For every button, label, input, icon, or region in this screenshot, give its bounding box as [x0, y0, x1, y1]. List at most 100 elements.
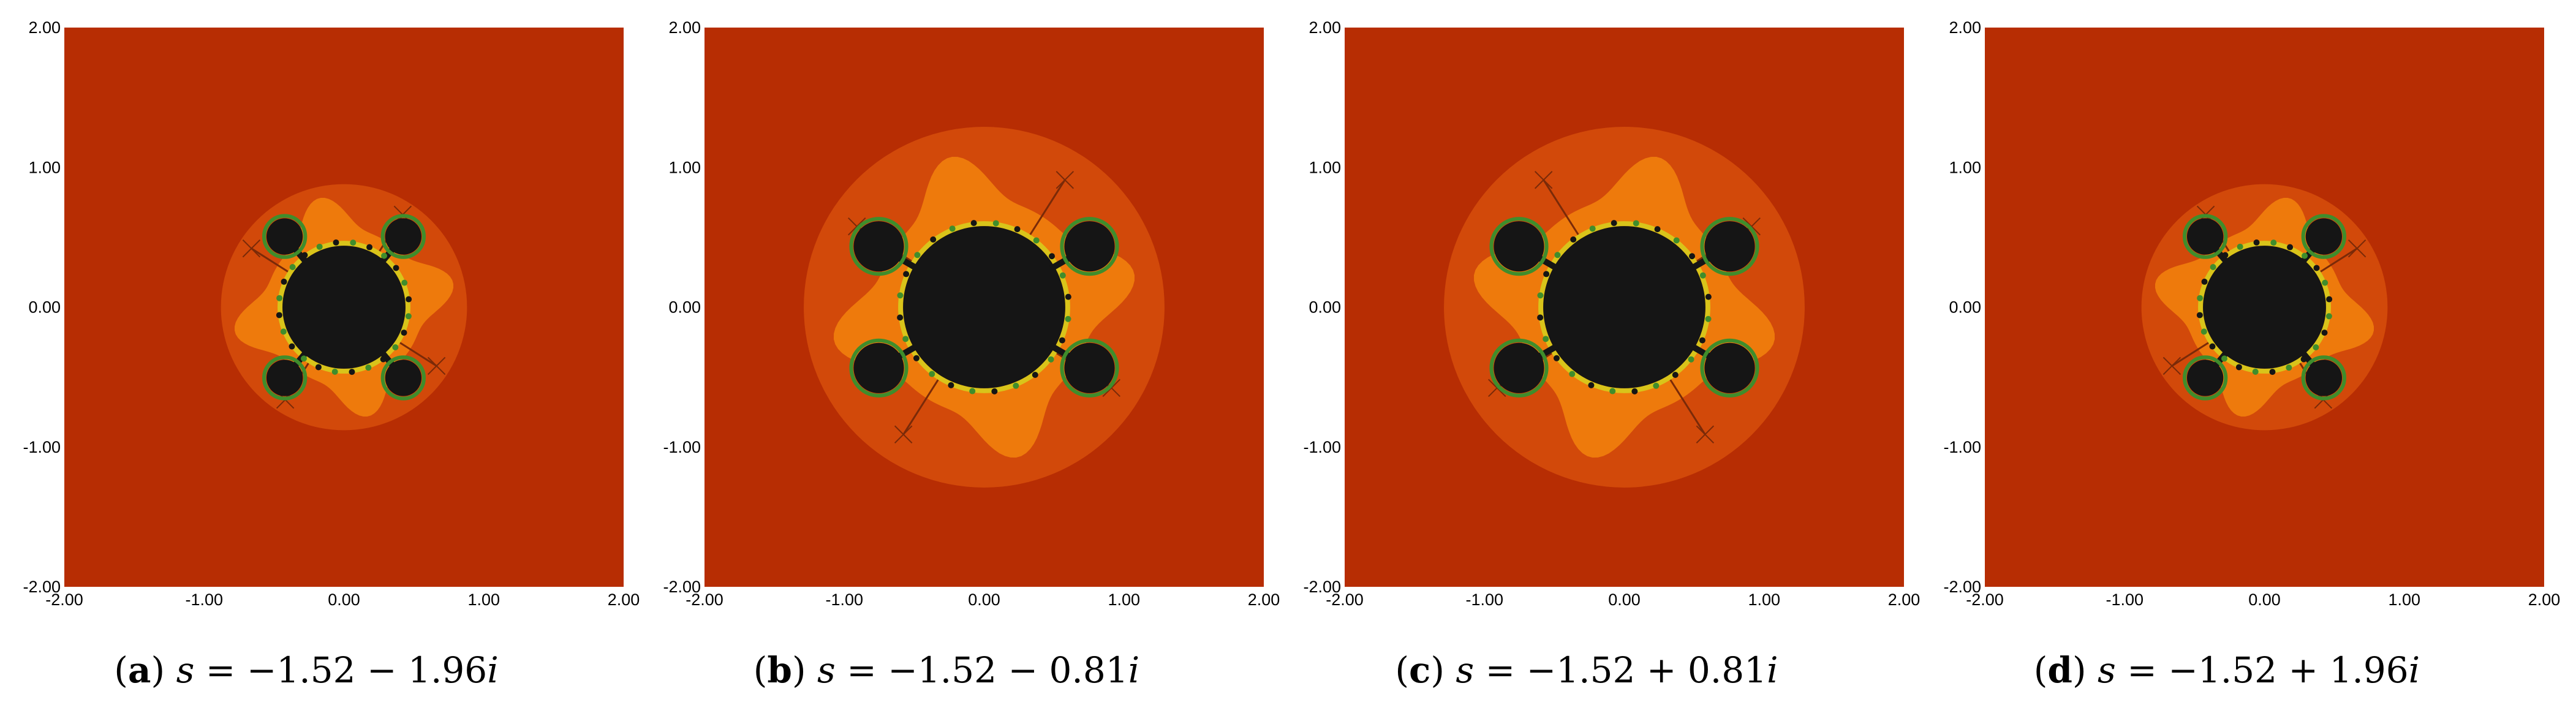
secondary-bulb: [2305, 360, 2343, 396]
mini-bulb: [2209, 343, 2216, 350]
filament-cross: [1056, 171, 1075, 189]
mini-bulb: [2237, 243, 2243, 250]
mini-bulb: [1705, 315, 1712, 322]
caption-letter: c: [1409, 649, 1431, 691]
mini-bulb: [2197, 295, 2204, 301]
x-tick-label: 1.00: [1748, 590, 1780, 609]
mini-bulb: [405, 313, 412, 320]
mini-bulb: [2221, 355, 2227, 362]
mini-bulb: [1065, 315, 1071, 322]
x-tick-label: 1.00: [2388, 590, 2420, 609]
mini-bulb: [1032, 372, 1038, 379]
mini-bulb: [1033, 237, 1040, 244]
caption-real-part: −1.52: [1526, 649, 1636, 691]
caption-imag-value: 1.96: [408, 649, 488, 691]
y-tick-label: -2.00: [1943, 578, 1981, 596]
filament-cross: [2162, 356, 2181, 375]
mini-bulb: [1014, 226, 1021, 233]
y-tick-label: 1.00: [28, 158, 61, 176]
mini-bulb: [2235, 364, 2242, 371]
y-tick-label: 0.00: [1949, 298, 1981, 317]
main-bulb: [1543, 226, 1705, 388]
filament-cross: [427, 356, 446, 375]
caption-variable: s: [2098, 649, 2116, 691]
set-boundary-glow: [278, 241, 410, 374]
fractal-plot: -2.00 -1.00 0.00 1.00 2.00 2.00 1.00 0.00 -1.00 -…: [663, 18, 1280, 609]
mini-bulb: [969, 388, 976, 394]
mini-bulb: [1013, 382, 1019, 389]
caption-operator: −: [367, 649, 397, 691]
mini-bulb: [1537, 292, 1544, 299]
mini-bulb: [903, 271, 910, 277]
mini-bulb: [315, 364, 322, 371]
mini-bulb: [350, 240, 357, 246]
mini-bulb: [991, 388, 998, 394]
mini-bulb: [380, 356, 387, 363]
secondary-bulb: [1064, 342, 1115, 393]
mini-bulb: [2196, 312, 2203, 319]
x-tick-label: 0.00: [1608, 590, 1641, 609]
mini-bulb: [1065, 293, 1071, 300]
x-tick-label: 1.00: [467, 590, 500, 609]
subfigure-caption: (c) s = −1.52 + 0.81i: [1395, 649, 1778, 691]
subfigure-c: -2.00 -1.00 0.00 1.00 2.00 2.00 1.00 0.00 -1.00 -…: [1280, 0, 1920, 713]
mini-bulb: [401, 330, 407, 336]
mini-bulb: [2270, 240, 2277, 246]
mini-bulb: [393, 265, 399, 271]
secondary-bulb: [853, 221, 904, 272]
filament-cross: [2347, 239, 2366, 258]
x-tick-label: -2.00: [1966, 590, 2004, 609]
mini-bulb: [1688, 356, 1694, 363]
mini-bulb: [349, 369, 355, 375]
x-tick-label: 2.00: [1888, 590, 1921, 609]
mini-bulb: [1672, 372, 1679, 379]
bulb-boundary-glow: [849, 338, 908, 398]
mini-bulb: [902, 336, 909, 342]
bulb-boundary-glow: [1489, 217, 1549, 276]
mini-bulb: [2325, 313, 2332, 320]
y-tick-label: 0.00: [28, 298, 61, 317]
y-tick-label: 1.00: [1309, 158, 1341, 176]
bulb-boundary-glow: [1060, 338, 1119, 398]
caption-variable: s: [1456, 649, 1475, 691]
mini-bulb: [930, 236, 937, 243]
mini-bulb: [1588, 382, 1595, 388]
caption-operator: −: [1008, 649, 1038, 691]
mini-bulb: [1554, 252, 1561, 258]
bulb-boundary-glow: [380, 214, 426, 259]
secondary-bulb: [385, 218, 422, 255]
mini-bulb: [1543, 271, 1550, 277]
caption-operator: +: [1646, 649, 1677, 691]
mini-bulb: [1611, 220, 1617, 227]
mini-bulb: [2321, 330, 2328, 336]
filament-cross: [1102, 379, 1120, 398]
secondary-bulb: [1064, 221, 1115, 272]
mini-bulb: [1705, 293, 1712, 300]
filament-cross: [1534, 171, 1553, 189]
mini-bulb: [280, 328, 287, 335]
set-boundary-glow: [898, 221, 1070, 393]
mini-bulb: [913, 355, 920, 361]
bulb-boundary-glow: [380, 355, 426, 401]
x-tick-label: -1.00: [2106, 590, 2144, 609]
mini-bulb: [333, 239, 339, 246]
main-bulb: [282, 246, 406, 369]
subfigure-b: -2.00 -1.00 0.00 1.00 2.00 2.00 1.00 0.00 -1.00 -…: [640, 0, 1280, 713]
mini-bulb: [1673, 237, 1680, 244]
mini-bulb: [365, 364, 372, 371]
mini-bulb: [1689, 253, 1696, 260]
bulb-boundary-glow: [1489, 338, 1549, 398]
y-tick-label: 2.00: [1309, 18, 1341, 37]
bulb-boundary-glow: [1700, 217, 1759, 276]
bulb-boundary-glow: [262, 214, 308, 259]
mini-bulb: [1048, 356, 1054, 363]
secondary-bulb: [1494, 221, 1544, 272]
mini-bulb: [381, 252, 388, 259]
y-tick-label: 0.00: [668, 298, 701, 317]
subfigure-a: -2.00 -1.00 0.00 1.00 2.00 2.00 1.00 0.00 -1.00 -…: [0, 0, 640, 713]
y-tick-label: 2.00: [1949, 18, 1981, 37]
mini-bulb: [1609, 388, 1616, 394]
y-tick-label: -2.00: [1303, 578, 1341, 596]
set-boundary-glow: [1538, 221, 1710, 393]
mini-bulb: [276, 295, 283, 301]
